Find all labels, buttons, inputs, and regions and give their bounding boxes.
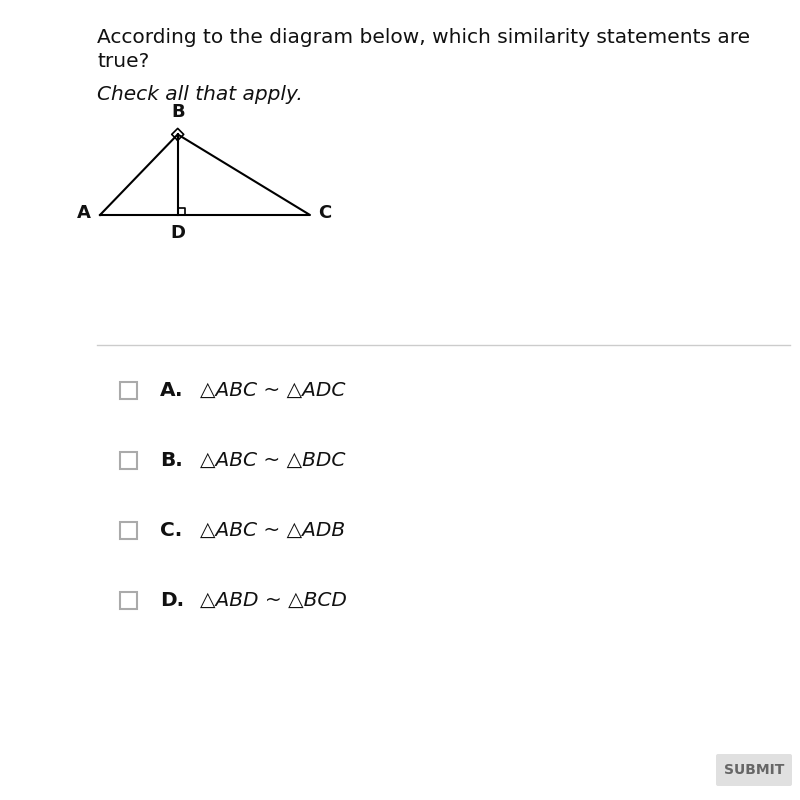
Bar [120, 522, 137, 538]
Text: △ABC ~ △ADC: △ABC ~ △ADC [200, 381, 346, 399]
Text: △ABC ~ △ADB: △ABC ~ △ADB [200, 521, 345, 539]
Text: true?: true? [97, 52, 150, 71]
FancyBboxPatch shape [716, 754, 792, 786]
Text: C: C [318, 204, 331, 222]
Text: A: A [77, 204, 91, 222]
Text: △ABD ~ △BCD: △ABD ~ △BCD [200, 590, 347, 610]
Bar [120, 591, 137, 609]
Text: D: D [170, 224, 185, 242]
Text: △ABC ~ △BDC: △ABC ~ △BDC [200, 450, 346, 470]
Text: According to the diagram below, which similarity statements are: According to the diagram below, which si… [97, 28, 750, 47]
Text: Check all that apply.: Check all that apply. [97, 85, 302, 104]
Bar [120, 382, 137, 398]
Text: D.: D. [160, 590, 184, 610]
Text: A.: A. [160, 381, 183, 399]
Text: SUBMIT: SUBMIT [724, 763, 784, 777]
Text: C.: C. [160, 521, 182, 539]
Text: B: B [171, 103, 185, 122]
Bar [120, 451, 137, 469]
Text: B.: B. [160, 450, 182, 470]
